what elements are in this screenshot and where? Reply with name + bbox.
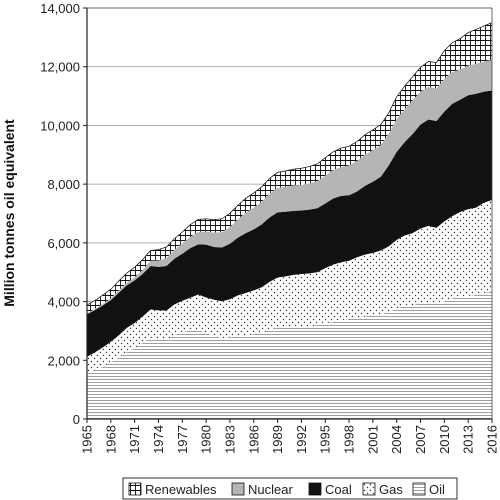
x-tick-label: 2007: [413, 425, 428, 454]
y-tick-label: 8,000: [47, 177, 80, 192]
x-tick-label: 1974: [151, 425, 166, 454]
x-tick-label: 1968: [103, 425, 118, 454]
y-tick-labels: 0 2,000 4,000 6,000 8,000 10,000 12,000 14,000: [40, 1, 87, 427]
area-coal: [87, 90, 492, 357]
y-tick-label: 6,000: [47, 236, 80, 251]
legend-label-nuclear: Nuclear: [248, 482, 293, 497]
x-tick-label: 1977: [175, 425, 190, 454]
legend-swatch-nuclear: [231, 482, 245, 496]
legend-label-gas: Gas: [379, 482, 403, 497]
legend: Renewables Nuclear Coal Gas Oil: [122, 477, 458, 500]
legend-swatch-oil: [412, 482, 426, 496]
legend-swatch-gas: [362, 482, 376, 496]
legend-label-oil: Oil: [429, 482, 445, 497]
y-tick-label: 2,000: [47, 353, 80, 368]
x-tick-label: 2004: [389, 425, 404, 454]
legend-swatch-coal: [308, 482, 322, 496]
area-layers: [86, 22, 493, 419]
y-tick-label: 4,000: [47, 295, 80, 310]
x-tick-label: 2010: [437, 425, 452, 454]
area-oil: [87, 291, 492, 419]
legend-swatch-renewables: [128, 482, 142, 496]
legend-label-coal: Coal: [325, 482, 352, 497]
x-tick-label: 1971: [127, 425, 142, 454]
x-tick-label: 2013: [461, 425, 476, 454]
x-tick-label: 1986: [246, 425, 261, 454]
total-outline: [86, 22, 493, 306]
y-tick-label: 0: [73, 412, 80, 427]
x-tick-label: 1998: [342, 425, 357, 454]
legend-label-renewables: Renewables: [145, 482, 217, 497]
y-axis-label: Million tonnes oil equivalent: [1, 119, 17, 307]
y-tick-label: 14,000: [40, 1, 80, 16]
x-tick-label: 1980: [199, 425, 214, 454]
x-tick-label: 2016: [485, 425, 500, 454]
x-tick-label: 1983: [222, 425, 237, 454]
x-tick-labels: 1965 1968 1971 1974 1977 1980 1983 1986 1989 1992…: [80, 419, 500, 454]
area-gas: [87, 200, 492, 374]
y-tick-label: 10,000: [40, 118, 80, 133]
x-tick-label: 1995: [318, 425, 333, 454]
x-tick-label: 1965: [80, 425, 95, 454]
x-tick-label: 1989: [270, 425, 285, 454]
axes: [86, 7, 493, 420]
area-renewables: [87, 22, 492, 314]
x-tick-label: 1992: [294, 425, 309, 454]
area-nuclear: [87, 59, 492, 315]
x-tick-label: 2001: [365, 425, 380, 454]
y-tick-label: 12,000: [40, 60, 80, 75]
